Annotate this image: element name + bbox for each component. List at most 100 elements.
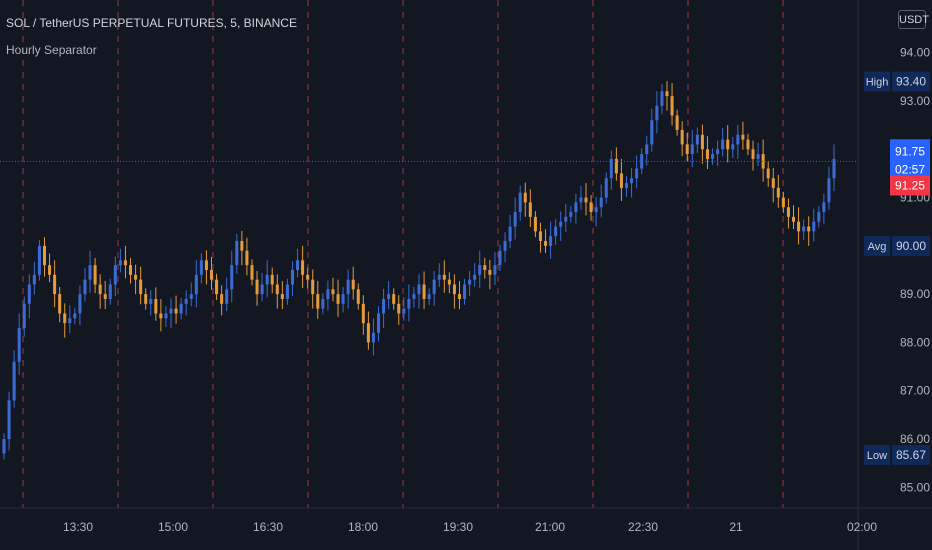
candle-body <box>599 197 603 208</box>
price-tick-label: 88.00 <box>900 335 930 349</box>
candle <box>746 133 750 156</box>
candle <box>301 245 305 288</box>
candle-body <box>538 231 542 242</box>
candle <box>392 288 396 310</box>
candle <box>726 125 730 163</box>
candle <box>260 272 264 302</box>
candle <box>179 298 183 320</box>
candle <box>614 147 618 181</box>
candle-body <box>442 274 446 280</box>
candle-body <box>645 144 649 155</box>
candle-body <box>220 294 224 304</box>
candle <box>53 260 57 308</box>
candle <box>139 266 143 305</box>
candle <box>32 261 36 295</box>
candle <box>245 237 249 276</box>
candle <box>705 136 709 170</box>
candle-body <box>619 173 623 188</box>
high-marker-label: High <box>866 77 889 89</box>
candle-body <box>498 250 502 266</box>
indicator-label[interactable]: Hourly Separator <box>6 43 97 57</box>
avg-marker-value-box <box>892 235 930 256</box>
candle <box>68 305 72 334</box>
currency-button[interactable]: USDT <box>898 10 929 29</box>
candle <box>407 284 411 322</box>
candle <box>215 273 219 300</box>
candle-body <box>260 284 264 295</box>
candle-body <box>280 294 284 299</box>
candle <box>280 281 284 310</box>
candle-body <box>311 279 315 295</box>
candle-body <box>326 289 330 299</box>
candle-body <box>822 202 826 213</box>
candle <box>311 269 315 309</box>
candle-body <box>797 221 801 232</box>
candle <box>371 318 375 356</box>
candle-body <box>705 149 709 159</box>
candle <box>518 185 522 221</box>
candle-body <box>204 260 208 270</box>
candle-body <box>640 154 644 169</box>
candle-body <box>468 279 472 285</box>
candle <box>569 206 573 223</box>
candle <box>574 193 578 224</box>
candle <box>154 287 158 321</box>
candle <box>452 274 456 309</box>
candle <box>630 168 634 198</box>
candle <box>397 295 401 326</box>
candle-body <box>660 91 664 106</box>
candle-body <box>240 241 244 251</box>
candle <box>797 207 801 245</box>
candle <box>341 286 345 313</box>
candle-body <box>194 274 198 295</box>
candle-body <box>392 294 396 304</box>
candle-body <box>341 294 345 304</box>
candle <box>609 150 613 190</box>
avg-marker-label-box <box>864 235 890 256</box>
candle <box>230 250 234 303</box>
candle <box>73 307 77 325</box>
price-tick-label: 93.00 <box>900 94 930 108</box>
candle-body <box>351 279 355 290</box>
candle-body <box>37 245 41 275</box>
candle-body <box>88 265 92 280</box>
candle <box>670 83 674 126</box>
candle-body <box>306 274 310 280</box>
candle <box>326 280 330 311</box>
candle-body <box>579 197 583 203</box>
candle <box>533 211 537 238</box>
candle-body <box>118 260 122 266</box>
candle <box>316 281 320 319</box>
candle <box>103 281 107 310</box>
candle <box>463 278 467 305</box>
candle <box>422 271 426 310</box>
candle-body <box>544 241 548 246</box>
candle <box>336 279 340 317</box>
candle-body <box>412 294 416 299</box>
candle <box>680 121 684 157</box>
candle-body <box>675 115 679 130</box>
candle-body <box>139 279 143 295</box>
candle <box>442 260 446 293</box>
candle <box>731 137 735 158</box>
candle-body <box>73 313 77 319</box>
avg-marker-label: Avg <box>868 241 887 253</box>
candle <box>98 274 102 309</box>
time-tick-label: 18:00 <box>348 520 378 534</box>
candle <box>88 250 92 293</box>
candle-body <box>164 313 168 319</box>
candle-body <box>711 154 715 159</box>
candle <box>12 350 16 408</box>
candle-body <box>265 274 269 285</box>
candle <box>716 140 720 166</box>
candle <box>346 269 350 309</box>
candle <box>741 121 745 150</box>
candle <box>7 391 11 451</box>
candle-body <box>255 279 259 295</box>
candle-body <box>290 270 294 285</box>
candle-body <box>48 265 52 275</box>
low-marker-value: 85.67 <box>896 448 926 462</box>
candle <box>220 285 224 316</box>
candle-body <box>215 279 219 295</box>
